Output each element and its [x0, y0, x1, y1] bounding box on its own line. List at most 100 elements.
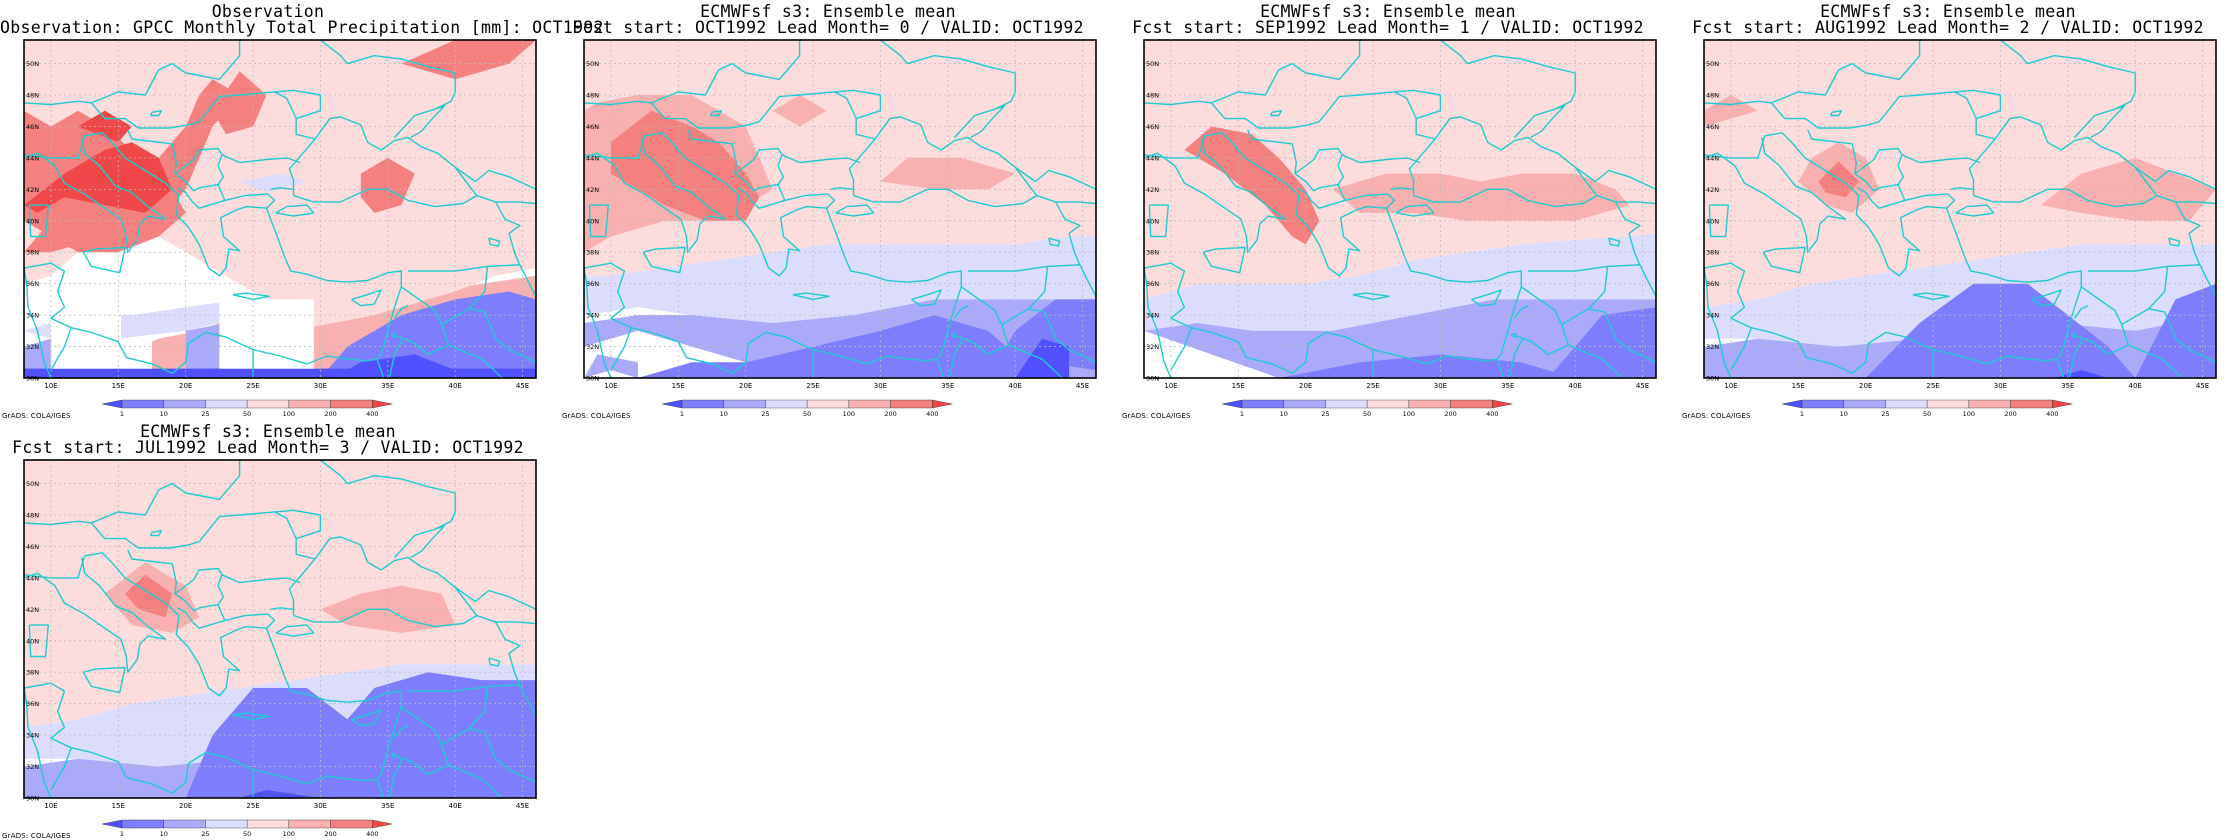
lat-label: 32N: [1706, 343, 1719, 351]
colorbar: 1 10 25 50 100 200 400: [661, 399, 953, 418]
coastline: [1269, 109, 1283, 117]
coastline: [1513, 105, 1566, 139]
lon-label: 30E: [1434, 382, 1447, 390]
lat-label: 40N: [1146, 217, 1159, 225]
colorbar-label: 400: [2046, 410, 2058, 418]
lat-label: 36N: [586, 280, 599, 288]
colorbar-label: 400: [366, 410, 378, 418]
lat-label: 44N: [26, 574, 39, 582]
colorbar-label: 10: [1280, 410, 1288, 418]
precip-shade-2: [1144, 299, 1656, 378]
coastline: [1144, 262, 1498, 374]
country-border: [90, 511, 316, 560]
lat-label: 38N: [26, 669, 39, 677]
country-border: [1901, 154, 1981, 164]
grads-credit: GrADS: COLA/IGES: [2, 412, 71, 420]
map-panel-f3: ECMWFsf s3: Ensemble mean Fcst start: JUL…: [0, 420, 537, 840]
country-border: [221, 574, 301, 584]
precip-shade-0: [584, 40, 1096, 284]
country-border: [687, 129, 786, 209]
coastline: [1144, 137, 1287, 253]
colorbar-swatch: [246, 399, 290, 409]
coastline: [2215, 149, 2216, 150]
colorbar-label: 25: [761, 410, 769, 418]
country-border: [948, 338, 964, 378]
coastline: [1912, 292, 1950, 301]
panel-title: ECMWFsf s3: Ensemble mean: [1260, 2, 1516, 21]
missing-data-mask: [50, 315, 121, 369]
lon-label: 15E: [672, 382, 685, 390]
country-border: [1730, 327, 1752, 371]
lat-label: 48N: [1146, 92, 1159, 100]
coastline: [149, 529, 163, 537]
coastline: [560, 798, 590, 800]
country-border: [1568, 344, 1624, 378]
coastline: [275, 204, 315, 217]
country-border: [879, 40, 1016, 110]
country-border: [224, 193, 276, 209]
country-border: [127, 129, 226, 209]
map-panel-f2: ECMWFsf s3: Ensemble mean Fcst start: AUG…: [1680, 0, 2217, 420]
lon-label: 15E: [1232, 382, 1245, 390]
country-border: [610, 327, 632, 371]
colorbar-swatch: [121, 819, 164, 829]
country-border: [395, 286, 450, 356]
precip-shade-2: [584, 299, 1096, 378]
coastline: [911, 289, 942, 307]
country-border: [1954, 89, 2002, 120]
precip-shade-4: [212, 71, 267, 135]
lon-label: 10E: [1164, 382, 1177, 390]
colorbar-swatch: [1450, 399, 1493, 409]
coastline: [1352, 292, 1390, 301]
coastline: [2031, 289, 2062, 307]
coastline: [848, 116, 1038, 208]
country-border: [2088, 201, 2201, 272]
lat-label: 42N: [1146, 186, 1159, 194]
country-border: [376, 778, 385, 798]
panel-title: ECMWFsf s3: Ensemble mean: [140, 422, 396, 441]
precip-shade-1: [584, 236, 1096, 323]
country-border: [936, 358, 945, 378]
coastline: [584, 132, 770, 269]
country-border: [1496, 358, 1505, 378]
lon-label: 45E: [1076, 382, 1089, 390]
coastline: [28, 624, 49, 658]
country-border: [968, 201, 1081, 272]
precip-shade-9: [2040, 157, 2216, 221]
colorbar-label: 1: [1800, 410, 1804, 418]
country-border: [274, 509, 322, 540]
coastline: [946, 374, 949, 378]
colorbar-label: 25: [201, 830, 209, 838]
lon-label: 45E: [516, 802, 529, 810]
lat-label: 40N: [26, 637, 39, 645]
map-frame: [583, 39, 1097, 379]
coastline: [1608, 237, 1621, 247]
lat-label: 46N: [26, 543, 39, 551]
lat-label: 48N: [1706, 92, 1719, 100]
colorbar-swatch: [1408, 399, 1451, 409]
country-border: [1807, 129, 1906, 209]
coastline: [1048, 237, 1061, 247]
country-border: [1950, 187, 1974, 190]
map-panel-f0: ECMWFsf s3: Ensemble mean Fcst start: OCT…: [560, 0, 1097, 420]
lat-label: 34N: [26, 732, 39, 740]
colorbar-swatch: [163, 819, 206, 829]
lat-label: 36N: [26, 700, 39, 708]
coastline: [351, 289, 382, 307]
precip-shade-6: [401, 40, 536, 80]
country-border: [1528, 201, 1641, 272]
lat-label: 38N: [586, 249, 599, 257]
colorbar-label: 25: [201, 410, 209, 418]
coastline: [28, 204, 49, 238]
precip-shade-0: [1144, 40, 1656, 300]
lat-label: 38N: [1146, 249, 1159, 257]
country-border: [1704, 267, 1732, 378]
country-border: [1390, 187, 1414, 190]
country-border: [2128, 344, 2184, 378]
country-border: [953, 305, 969, 319]
country-border: [221, 154, 301, 164]
coastline: [1511, 333, 1517, 338]
panel-subtitle: Fcst start: SEP1992 Lead Month= 1 / VALI…: [1132, 18, 1644, 37]
lon-label: 25E: [1926, 382, 1939, 390]
country-border: [448, 764, 504, 798]
